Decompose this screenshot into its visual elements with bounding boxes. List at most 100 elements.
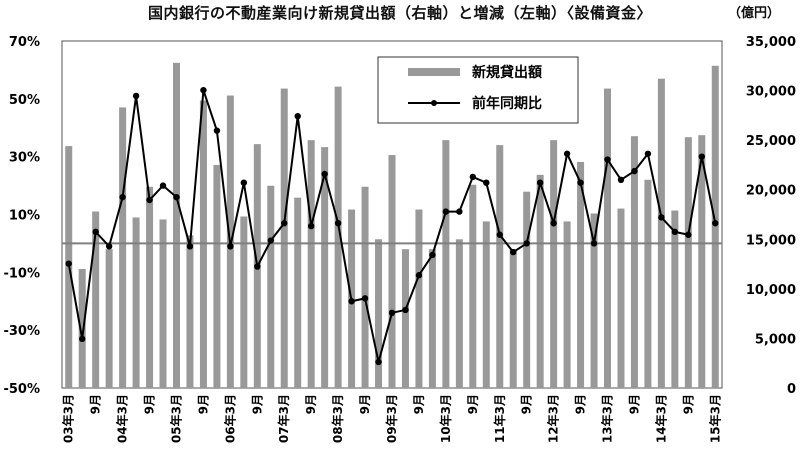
yoy-point-34 <box>523 240 530 247</box>
bar-23 <box>375 239 383 388</box>
yoy-point-43 <box>644 150 652 157</box>
right-tick-label: 10,000 <box>746 283 796 298</box>
x-tick-label: 04年3月 <box>115 394 130 443</box>
bar-33 <box>509 249 517 388</box>
bar-6 <box>146 186 154 388</box>
bar-20 <box>334 86 342 388</box>
yoy-point-47 <box>698 153 705 160</box>
bar-30 <box>469 184 477 388</box>
yoy-point-30 <box>469 173 477 181</box>
x-tick-label: 08年3月 <box>330 394 345 443</box>
bar-43 <box>644 179 652 388</box>
right-tick-label: 25,000 <box>746 134 796 149</box>
x-tick-label: 9月 <box>574 394 588 414</box>
legend-label-line: 前年同期比 <box>472 95 542 112</box>
yoy-point-25 <box>402 306 409 314</box>
right-tick-label: 30,000 <box>746 85 796 100</box>
yoy-point-23 <box>375 358 382 366</box>
x-tick-label: 14年3月 <box>653 394 668 443</box>
yoy-point-38 <box>577 179 584 186</box>
left-tick-label: 50% <box>9 93 40 108</box>
yoy-point-12 <box>227 243 234 250</box>
yoy-point-22 <box>361 295 369 302</box>
yoy-point-11 <box>213 127 221 134</box>
yoy-point-24 <box>388 309 396 317</box>
bar-32 <box>496 145 504 388</box>
left-axis: 70% 50% 30% 10% -10% -30% -50% <box>3 35 40 397</box>
bar-22 <box>361 186 369 388</box>
bar-27 <box>428 249 436 388</box>
bar-15 <box>267 185 275 388</box>
yoy-point-42 <box>631 167 638 175</box>
left-tick-label: -10% <box>3 266 40 281</box>
yoy-point-46 <box>685 231 692 238</box>
yoy-point-1 <box>79 335 86 343</box>
yoy-point-14 <box>254 263 261 270</box>
bar-18 <box>307 140 315 388</box>
x-tick-label: 07年3月 <box>276 394 291 443</box>
bar-26 <box>415 209 423 388</box>
bar-24 <box>388 155 396 388</box>
bar-9 <box>186 235 194 388</box>
yoy-point-35 <box>536 179 544 186</box>
bar-39 <box>590 213 598 388</box>
right-axis-unit: （億円） <box>728 6 781 21</box>
right-tick-label: 0 <box>787 382 796 397</box>
bar-42 <box>630 136 638 388</box>
yoy-point-2 <box>92 228 99 236</box>
bar-17 <box>294 197 302 388</box>
x-tick-label: 9月 <box>627 394 641 414</box>
right-tick-label: 15,000 <box>746 233 796 248</box>
bar-13 <box>240 216 248 388</box>
yoy-point-45 <box>671 228 679 236</box>
bar-4 <box>119 107 127 388</box>
yoy-point-16 <box>281 219 288 227</box>
x-axis: 03年3月 9月 04年3月 9月 05年3月 9月 06年3月 9月 07年3月 9月 08年3月… <box>61 394 723 443</box>
x-tick-label: 9月 <box>143 394 157 414</box>
yoy-point-32 <box>496 231 503 238</box>
yoy-point-6 <box>146 196 153 204</box>
yoy-point-20 <box>334 219 342 227</box>
left-tick-label: -50% <box>3 382 40 397</box>
bar-28 <box>442 140 450 388</box>
x-tick-label: 05年3月 <box>168 394 183 443</box>
yoy-point-29 <box>456 208 463 215</box>
bar-37 <box>563 221 571 388</box>
legend: 新規貸出額 前年同期比 <box>377 56 579 124</box>
yoy-point-21 <box>348 298 355 305</box>
bar-5 <box>132 217 140 388</box>
bar-46 <box>684 137 692 388</box>
x-tick-label: 13年3月 <box>600 394 615 443</box>
bar-45 <box>671 210 679 388</box>
right-tick-label: 20,000 <box>746 184 796 199</box>
yoy-point-3 <box>105 243 113 250</box>
yoy-point-0 <box>65 260 72 267</box>
left-tick-label: 10% <box>9 209 40 224</box>
left-tick-label: -30% <box>3 324 40 339</box>
yoy-point-17 <box>294 112 301 120</box>
right-tick-label: 5,000 <box>755 332 796 347</box>
x-tick-label: 11年3月 <box>492 394 507 443</box>
bar-44 <box>657 78 665 388</box>
bar-25 <box>401 249 409 388</box>
right-axis: 35,000 30,000 25,000 20,000 15,000 10,000 5,00… <box>746 35 796 397</box>
x-tick-label: 9月 <box>520 394 534 414</box>
bar-47 <box>698 135 706 388</box>
bar-11 <box>213 164 221 388</box>
legend-swatch-bar <box>408 68 460 76</box>
bar-35 <box>536 174 544 388</box>
x-tick-label: 12年3月 <box>546 394 561 443</box>
yoy-point-48 <box>712 219 719 227</box>
yoy-point-15 <box>267 237 274 244</box>
yoy-point-4 <box>119 193 126 201</box>
x-tick-label: 9月 <box>250 394 264 414</box>
bar-31 <box>482 221 490 388</box>
yoy-point-41 <box>617 176 625 183</box>
yoy-point-37 <box>563 150 571 157</box>
chart-title: 国内銀行の不動産業向け新規貸出額（右軸）と増減（左軸）〈設備資金〉 <box>147 4 652 22</box>
bar-34 <box>523 191 531 388</box>
yoy-point-19 <box>321 170 328 178</box>
x-tick-label: 09年3月 <box>384 394 399 443</box>
yoy-point-13 <box>240 179 248 186</box>
